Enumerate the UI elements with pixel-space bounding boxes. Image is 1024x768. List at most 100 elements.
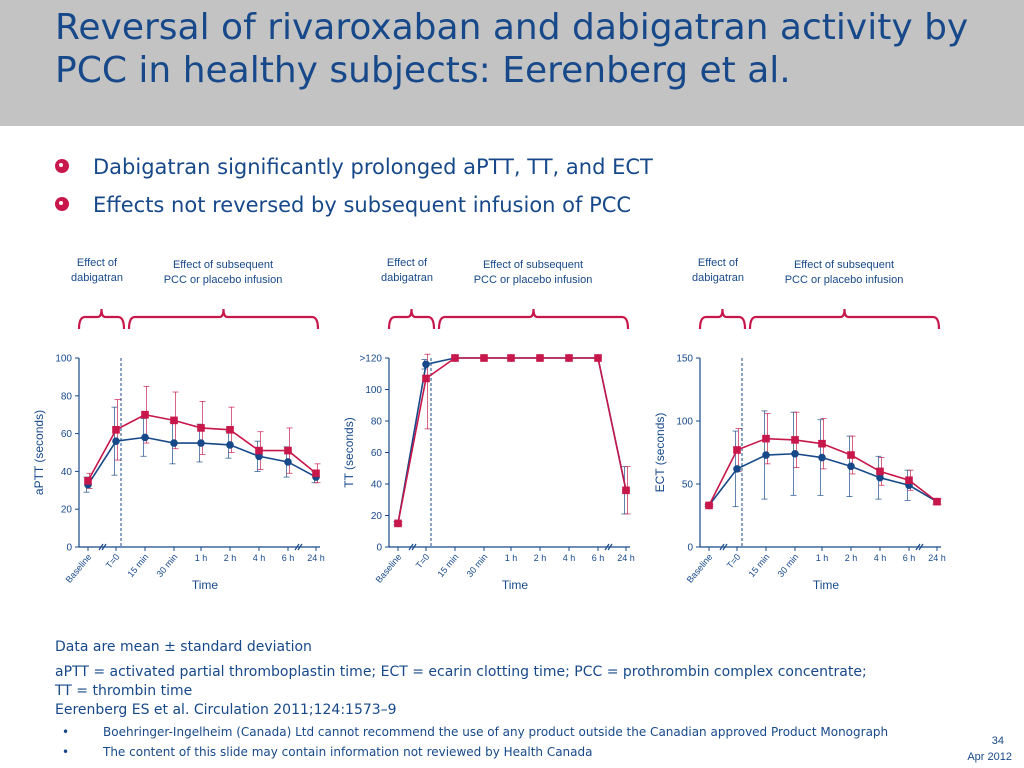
- x-tick-label: 1 h: [195, 553, 208, 563]
- axis-break: [722, 543, 728, 551]
- bullet-item: Dabigatran significantly prolonged aPTT,…: [55, 148, 653, 186]
- bullet-text: Dabigatran significantly prolonged aPTT,…: [93, 155, 653, 179]
- placebo-point: [226, 441, 234, 449]
- pcc-point: [705, 501, 713, 510]
- pcc-point: [762, 434, 770, 443]
- y-tick-label: 0: [66, 543, 72, 554]
- axis-break: [294, 543, 300, 551]
- pcc-point: [565, 354, 573, 362]
- annotation-dabigatran: Effect of: [387, 257, 428, 269]
- x-tick-label: 2 h: [845, 553, 858, 563]
- placebo-point: [197, 439, 205, 447]
- bullet-icon: [55, 159, 69, 173]
- aptt-chart: Effect of dabigatran Effect of subsequent P…: [32, 257, 325, 592]
- x-tick-label: T=0: [414, 552, 432, 571]
- x-tick-label: 4 h: [563, 553, 576, 563]
- x-tick-label: Baseline: [374, 552, 404, 585]
- annotation-dabigatran: dabigatran: [71, 272, 123, 284]
- annotation-pcc: Effect of subsequent: [483, 259, 583, 271]
- x-tick-label: 6 h: [903, 553, 916, 563]
- placebo-point: [762, 451, 770, 459]
- pcc-point: [422, 374, 430, 383]
- bullet-text: Effects not reversed by subsequent infus…: [93, 193, 632, 217]
- placebo-series-line: [708, 452, 938, 506]
- pcc-point: [847, 451, 855, 459]
- abbreviations-line-1: aPTT = activated partial thromboplastin …: [55, 664, 867, 680]
- brace-dabigatran: [387, 308, 436, 330]
- x-tick-label: T=0: [725, 552, 743, 571]
- placebo-series-line: [397, 357, 627, 524]
- brace-pcc: [748, 308, 941, 330]
- y-tick-label: 50: [682, 480, 694, 491]
- placebo-point: [847, 462, 855, 471]
- y-tick-label: >120: [359, 354, 382, 365]
- y-tick-label: 0: [687, 543, 693, 554]
- axis-break: [918, 543, 924, 551]
- y-tick-label: 40: [61, 467, 73, 478]
- annotation-dabigatran: dabigatran: [692, 272, 744, 284]
- brace-dabigatran: [698, 308, 747, 330]
- title-banner: Reversal of rivaroxaban and dabigatran a…: [0, 0, 1024, 126]
- brace-pcc: [437, 308, 630, 330]
- x-tick-label: 30 min: [155, 552, 180, 579]
- annotation-pcc: Effect of subsequent: [173, 259, 273, 271]
- axis-break: [98, 543, 104, 551]
- x-tick-label: 2 h: [224, 553, 237, 563]
- x-tick-label: 24 h: [928, 553, 946, 563]
- axis-break: [408, 543, 414, 551]
- x-tick-label: 6 h: [592, 553, 605, 563]
- y-tick-label: 80: [61, 391, 73, 402]
- axis-break: [411, 543, 417, 551]
- pcc-point: [312, 469, 320, 478]
- x-tick-label: 15 min: [436, 552, 461, 579]
- pcc-point: [84, 477, 92, 485]
- x-tick-label: 15 min: [747, 552, 772, 579]
- x-axis-label: Time: [502, 578, 529, 592]
- pcc-point: [594, 354, 602, 362]
- pcc-point: [170, 416, 178, 425]
- slide-number: 34: [991, 735, 1004, 747]
- x-tick-label: T=0: [104, 552, 122, 571]
- axis-break: [607, 543, 613, 551]
- y-tick-label: 20: [61, 505, 73, 516]
- annotation-pcc: PCC or placebo infusion: [474, 274, 593, 286]
- x-tick-label: 1 h: [816, 553, 829, 563]
- y-tick-label: 100: [676, 417, 693, 428]
- key-points: Dabigatran significantly prolonged aPTT,…: [55, 148, 653, 224]
- annotation-pcc: Effect of subsequent: [794, 259, 894, 271]
- x-tick-label: 1 h: [505, 553, 518, 563]
- pcc-point: [876, 467, 884, 476]
- y-axis-label: ECT (seconds): [653, 413, 667, 493]
- placebo-point: [791, 449, 799, 458]
- annotation-pcc: PCC or placebo infusion: [785, 274, 904, 286]
- pcc-point: [536, 354, 544, 362]
- pcc-point: [112, 426, 120, 434]
- y-tick-label: 60: [61, 429, 73, 440]
- pcc-point: [451, 354, 459, 362]
- pcc-point: [226, 426, 234, 434]
- pcc-point: [622, 486, 630, 495]
- placebo-point: [733, 465, 741, 473]
- y-tick-label: 20: [371, 511, 383, 522]
- pcc-point: [818, 439, 826, 448]
- tt-chart: Effect of dabigatran Effect of subsequent P…: [342, 257, 635, 592]
- bullet-icon: [55, 197, 69, 211]
- axis-break: [719, 543, 725, 551]
- data-note: Data are mean ± standard deviation: [55, 639, 312, 655]
- x-tick-label: 24 h: [617, 553, 635, 563]
- axis-break: [915, 543, 921, 551]
- axis-break: [297, 543, 303, 551]
- y-tick-label: 100: [55, 354, 72, 365]
- pcc-point: [141, 410, 149, 419]
- pcc-point: [284, 446, 292, 455]
- y-axis-label: TT (seconds): [342, 417, 356, 487]
- x-tick-label: Baseline: [685, 552, 715, 585]
- pcc-point: [255, 446, 263, 455]
- annotation-pcc: PCC or placebo infusion: [164, 274, 283, 286]
- pcc-point: [791, 436, 799, 444]
- charts-area: Effect of dabigatran Effect of subsequent P…: [0, 250, 1024, 600]
- x-tick-label: 4 h: [874, 553, 887, 563]
- bullet-item: Effects not reversed by subsequent infus…: [55, 186, 653, 224]
- disclaimer-item: The content of this slide may contain in…: [62, 742, 888, 762]
- y-tick-label: 100: [365, 385, 382, 396]
